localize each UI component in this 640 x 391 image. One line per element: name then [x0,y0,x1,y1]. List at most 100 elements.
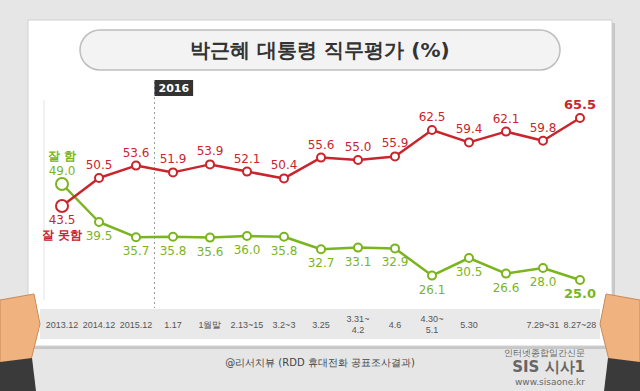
x-tick-label: 1월말 [198,320,221,330]
data-label: 52.1 [234,152,261,166]
point [280,174,288,182]
hand [600,294,640,391]
data-label: 51.9 [160,152,187,166]
data-label: 53.9 [197,144,224,158]
watermark: SIS 시사1 [512,358,585,376]
point [243,168,251,176]
year-annotation: 2016 [155,80,194,96]
data-label: 65.5 [564,97,596,112]
data-label: 30.5 [456,265,483,279]
point [502,128,510,136]
legend-label: 잘 못함 [42,228,82,242]
legend-label: 잘 함 [48,149,76,163]
hand-skin [0,294,40,368]
x-tick-label-part: 3.31~ [347,314,370,324]
y-axis-line [44,100,45,300]
point [354,156,362,164]
x-tick-label: 2015.12 [120,320,153,330]
data-label: 28.0 [530,275,557,289]
point [391,152,399,160]
point [465,138,473,146]
point [576,276,584,284]
point [95,218,103,226]
hand-sleeve [0,358,36,391]
x-tick-label: 3.31~4.2 [347,314,370,335]
data-label: 43.5 [49,213,76,227]
x-tick-label-part: 5.1 [426,325,439,335]
data-label: 32.9 [382,255,409,269]
data-label: 62.5 [419,110,446,124]
data-label: 55.9 [382,136,409,150]
point [132,162,140,170]
data-label: 32.7 [308,256,335,270]
data-label: 59.4 [456,122,483,136]
data-label: 35.6 [197,245,224,259]
data-label: 26.6 [493,281,520,295]
data-label: 59.8 [530,121,557,135]
data-label: 36.0 [234,243,261,257]
x-tick-label: 2.13~15 [231,320,264,330]
data-label: 49.0 [49,164,76,178]
point [132,233,140,241]
title: 박근혜 대통령 직무평가 (%) [190,38,449,62]
series-line [62,118,580,206]
x-tick-label: 2013.12 [46,320,79,330]
point [280,233,288,241]
x-tick-label-part: 4.2 [352,325,365,335]
data-label: 55.0 [345,140,372,154]
x-tick-label: 8.27~28 [564,320,597,330]
data-label: 50.5 [86,158,113,172]
point [169,233,177,241]
data-label: 33.1 [345,255,372,269]
year-box [155,80,194,96]
point [391,244,399,252]
year-label: 2016 [159,82,190,95]
point [317,245,325,253]
point [354,244,362,252]
watermark: 인터넷종합일간신문 [504,348,585,358]
point [502,270,510,278]
data-label: 26.1 [419,283,446,297]
x-tick-label: 7.29~31 [527,320,560,330]
x-tick-label: 4.30~5.1 [421,314,444,335]
x-tick-label: 3.2~3 [273,320,296,330]
data-label: 35.8 [160,244,187,258]
data-label: 35.7 [123,244,150,258]
data-label: 50.4 [271,158,298,172]
point [428,272,436,280]
hand [0,294,40,391]
point [539,137,547,145]
panel [28,20,612,346]
point [539,264,547,272]
point [206,234,214,242]
point [428,126,436,134]
data-label: 53.6 [123,146,150,160]
x-tick-label: 4.6 [389,320,402,330]
background [0,0,640,391]
point [206,160,214,168]
data-label: 39.5 [86,229,113,243]
point [317,154,325,162]
data-label: 35.8 [271,244,298,258]
point [56,200,68,212]
title-box [80,30,560,70]
x-tick-label-part: 4.30~ [421,314,444,324]
point [243,232,251,240]
plot-area [56,114,584,284]
point [465,254,473,262]
x-tick-label: 3.25 [312,320,330,330]
point [95,174,103,182]
point [576,114,584,122]
x-tick-label: 2014.12 [83,320,116,330]
source: @리서치뷰 (RDD 휴대전화 공표조사결과) [225,357,415,368]
watermark: www.sisaone.kr [515,377,585,387]
hand-sleeve [604,358,640,391]
point [56,178,68,190]
series-line [62,184,580,280]
point [169,168,177,176]
x-tick-label: 5.30 [460,320,478,330]
x-label-strip [40,309,600,339]
data-label: 55.6 [308,138,335,152]
year-divider [154,82,155,308]
chart-root: 박근혜 대통령 직무평가 (%) 2016 2013.12 2014.12 2015.1… [0,0,640,391]
